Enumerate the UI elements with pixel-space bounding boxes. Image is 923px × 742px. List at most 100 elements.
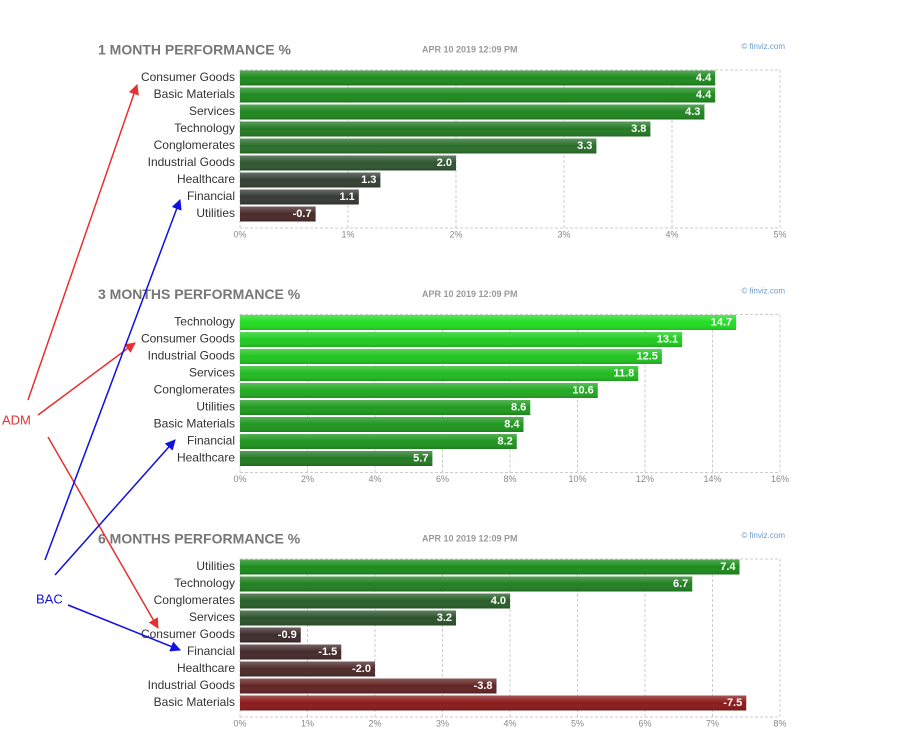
chart-source: © finviz.com: [741, 287, 785, 296]
value-label: 6.7: [673, 578, 688, 590]
bar-shine: [240, 661, 375, 677]
category-label: Healthcare: [177, 451, 235, 465]
bar-shine: [240, 206, 316, 222]
category-label: Consumer Goods: [141, 70, 235, 84]
value-label: 8.4: [504, 418, 520, 430]
chart: 3 MONTHS PERFORMANCE % APR 10 2019 12:09 …: [98, 286, 789, 484]
category-label: Technology: [174, 315, 235, 329]
category-label: Consumer Goods: [141, 332, 235, 346]
x-tick-label: 4%: [503, 718, 516, 728]
x-tick-label: 1%: [341, 229, 354, 239]
value-label: 2.0: [437, 157, 452, 169]
arrow: [37, 342, 136, 416]
category-label: Financial: [187, 644, 235, 658]
bar-shine: [240, 70, 716, 86]
chart-date: APR 10 2019 12:09 PM: [422, 289, 518, 299]
value-label: 4.4: [696, 72, 712, 84]
bar-shine: [240, 155, 456, 171]
bar-shine: [240, 189, 359, 205]
value-label: -0.7: [293, 208, 312, 220]
category-label: Conglomerates: [154, 138, 235, 152]
category-label: Basic Materials: [154, 87, 235, 101]
value-label: 12.5: [636, 350, 657, 362]
arrow: [27, 84, 139, 401]
category-label: Technology: [174, 121, 235, 135]
x-tick-label: 6%: [638, 718, 651, 728]
bar-shine: [240, 172, 381, 188]
arrow: [44, 199, 182, 561]
arrow: [54, 439, 176, 576]
bar-shine: [240, 315, 737, 330]
category-label: Utilities: [196, 400, 235, 414]
category-label: Financial: [187, 189, 235, 203]
chart: 1 MONTH PERFORMANCE % APR 10 2019 12:09 P…: [98, 42, 787, 240]
annotation: ADM: [2, 412, 31, 427]
category-label: Basic Materials: [154, 417, 235, 431]
x-tick-label: 4%: [665, 229, 678, 239]
x-tick-label: 3%: [557, 229, 570, 239]
value-label: 8.2: [497, 435, 512, 447]
x-tick-label: 14%: [703, 474, 721, 484]
x-tick-label: 10%: [568, 474, 586, 484]
bar-shine: [240, 366, 639, 381]
x-tick-label: 2%: [301, 474, 314, 484]
annotations: ADM BAC: [2, 84, 182, 652]
category-label: Conglomerates: [154, 383, 235, 397]
category-label: Utilities: [196, 206, 235, 220]
value-label: 5.7: [413, 452, 428, 464]
bar-shine: [240, 400, 531, 415]
x-tick-label: 2%: [368, 718, 381, 728]
category-label: Healthcare: [177, 661, 235, 675]
category-label: Healthcare: [177, 172, 235, 186]
bar-shine: [240, 610, 456, 626]
category-label: Industrial Goods: [148, 155, 235, 169]
value-label: 11.8: [613, 367, 634, 379]
category-label: Industrial Goods: [148, 349, 235, 363]
annotation: BAC: [36, 591, 63, 606]
bar-shine: [240, 121, 651, 137]
x-tick-label: 16%: [771, 474, 789, 484]
bar-shine: [240, 87, 716, 103]
value-label: -0.9: [278, 629, 297, 641]
chart-date: APR 10 2019 12:09 PM: [422, 533, 518, 543]
category-label: Financial: [187, 434, 235, 448]
category-label: Utilities: [196, 559, 235, 573]
x-tick-label: 2%: [449, 229, 462, 239]
bar-shine: [240, 678, 497, 694]
bar-shine: [240, 138, 597, 154]
bar-shine: [240, 559, 740, 575]
bar-shine: [240, 576, 693, 592]
x-tick-label: 0%: [233, 229, 246, 239]
value-label: 13.1: [657, 333, 678, 345]
x-tick-label: 1%: [301, 718, 314, 728]
bar-shine: [240, 383, 598, 398]
value-label: -3.8: [474, 680, 493, 692]
bar-shine: [240, 434, 517, 449]
value-label: 4.0: [491, 595, 506, 607]
bar-shine: [240, 593, 510, 609]
category-label: Industrial Goods: [148, 678, 235, 692]
charts: 1 MONTH PERFORMANCE % APR 10 2019 12:09 P…: [98, 42, 789, 729]
plot-frame: [240, 69, 781, 229]
value-label: 1.3: [361, 174, 376, 186]
value-label: 10.6: [572, 384, 593, 396]
x-tick-label: 4%: [368, 474, 381, 484]
x-tick-label: 0%: [233, 474, 246, 484]
bar-shine: [240, 695, 747, 711]
value-label: -2.0: [352, 663, 371, 675]
category-label: Technology: [174, 576, 235, 590]
bar-shine: [240, 627, 301, 643]
bar-shine: [240, 104, 705, 120]
value-label: 7.4: [720, 561, 736, 573]
category-label: Services: [189, 104, 235, 118]
arrow: [67, 604, 181, 652]
arrow: [47, 436, 159, 629]
value-label: 8.6: [511, 401, 526, 413]
x-tick-label: 5%: [773, 229, 786, 239]
x-tick-label: 8%: [503, 474, 516, 484]
bar-shine: [240, 349, 662, 364]
chart-date: APR 10 2019 12:09 PM: [422, 44, 518, 54]
x-tick-label: 8%: [773, 718, 786, 728]
chart-title: 6 MONTHS PERFORMANCE %: [98, 531, 301, 547]
